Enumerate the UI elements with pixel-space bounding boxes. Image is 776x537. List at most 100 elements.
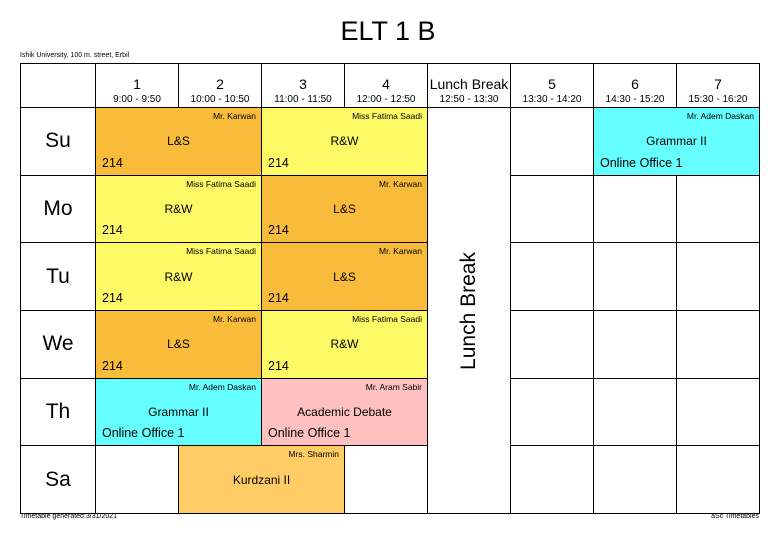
column-time: 10:00 - 10:50 — [190, 94, 250, 105]
lesson: Mr. Aram Sabir Academic Debate Online Offi… — [261, 377, 428, 447]
empty-slot — [676, 242, 760, 311]
column-header: Lunch Break 12:50 - 13:30 — [427, 63, 511, 108]
lunch-text: Lunch Break — [457, 251, 480, 370]
lesson: Miss Fatima Saadi R&W 214 — [95, 174, 262, 244]
lesson-room: 214 — [102, 223, 123, 238]
lesson-teacher: Miss Fatima Saadi — [186, 246, 256, 257]
lesson-room: 214 — [268, 223, 289, 238]
column-header: 1 9:00 - 9:50 — [95, 63, 179, 108]
column-label: 3 — [299, 76, 307, 92]
lesson-room: 214 — [102, 155, 123, 170]
column-time: 13:30 - 14:20 — [522, 94, 582, 105]
column-label: 2 — [216, 76, 224, 92]
column-time: 12:00 - 12:50 — [356, 94, 416, 105]
lesson-teacher: Miss Fatima Saadi — [352, 314, 422, 324]
lesson: Mr. Karwan L&S 214 — [95, 310, 262, 379]
empty-slot — [510, 310, 594, 379]
day-cell: Tu — [20, 242, 96, 311]
lesson-subject: R&W — [164, 201, 193, 216]
lesson-teacher: Mr. Karwan — [379, 178, 422, 189]
column-time: 9:00 - 9:50 — [113, 94, 161, 105]
lesson-teacher: Mr. Adem Daskan — [686, 111, 754, 121]
lesson-subject: Academic Debate — [297, 404, 392, 419]
lesson-teacher: Miss Fatima Saadi — [352, 111, 422, 121]
lesson-room: Online Office 1 — [268, 426, 351, 441]
lesson-teacher: Mr. Adem Daskan — [188, 381, 256, 392]
day-cell: Sa — [20, 445, 96, 514]
lesson-subject: Kurdzani II — [232, 472, 291, 487]
empty-slot — [510, 174, 594, 244]
lesson: Mr. Adem Daskan Grammar II Online Office 1 — [95, 377, 262, 447]
column-time: 12:50 - 13:30 — [439, 94, 499, 105]
empty-slot — [676, 445, 760, 514]
lesson-room: 214 — [268, 358, 289, 373]
column-label: 6 — [631, 76, 639, 92]
column-label: 5 — [548, 76, 556, 92]
column-label: Lunch Break — [429, 76, 509, 92]
column-header: 4 12:00 - 12:50 — [344, 63, 428, 108]
empty-slot — [593, 174, 677, 244]
column-time: 14:30 - 15:20 — [605, 94, 665, 105]
lesson-subject: R&W — [330, 337, 359, 352]
lesson-subject: L&S — [333, 201, 356, 216]
lesson-room: 214 — [102, 358, 123, 373]
lesson: Mr. Karwan L&S 214 — [261, 242, 428, 311]
lesson-subject: R&W — [330, 134, 359, 149]
lesson: Mr. Karwan L&S 214 — [95, 107, 262, 176]
empty-slot — [593, 377, 677, 447]
lesson: Mr. Karwan L&S 214 — [261, 174, 428, 244]
empty-slot — [676, 310, 760, 379]
empty-slot — [676, 377, 760, 447]
lesson: Miss Fatima Saadi R&W 214 — [261, 107, 428, 176]
lesson-room: 214 — [268, 155, 289, 170]
lesson-subject: Grammar II — [646, 134, 707, 149]
lesson-teacher: Mr. Karwan — [213, 111, 256, 121]
empty-slot — [593, 242, 677, 311]
lesson-room: 214 — [102, 290, 123, 305]
generated-note: Timetable generated:3/31/2021 — [20, 513, 118, 520]
empty-slot — [344, 445, 428, 514]
empty-slot — [510, 445, 594, 514]
empty-slot — [95, 445, 179, 514]
day-cell: Su — [20, 107, 96, 176]
column-time: 11:00 - 11:50 — [274, 94, 332, 105]
lesson-teacher: Miss Fatima Saadi — [186, 178, 256, 189]
lesson-subject: L&S — [333, 269, 356, 284]
column-header: 3 11:00 - 11:50 — [261, 63, 345, 108]
empty-slot — [676, 174, 760, 244]
day-cell: We — [20, 310, 96, 379]
empty-slot — [593, 310, 677, 379]
title: ELT 1 B — [340, 16, 436, 46]
lesson: Mr. Adem Daskan Grammar II Online Office 1 — [593, 107, 760, 176]
lesson-subject: R&W — [164, 269, 193, 284]
empty-slot — [593, 445, 677, 514]
column-header: 7 15:30 - 16:20 — [676, 63, 760, 108]
lesson-room: 214 — [268, 290, 289, 305]
lesson-teacher: Mr. Karwan — [213, 314, 256, 324]
lesson-subject: L&S — [167, 337, 190, 352]
column-label: 1 — [133, 76, 141, 92]
lunch-column: Lunch Break — [427, 107, 511, 514]
brand: aSc Timetables — [711, 513, 759, 520]
lesson-teacher: Mr. Aram Sabir — [365, 381, 422, 392]
column-label: 4 — [382, 76, 390, 92]
column-header: 5 13:30 - 14:20 — [510, 63, 594, 108]
column-header: 2 10:00 - 10:50 — [178, 63, 262, 108]
empty-slot — [510, 377, 594, 447]
column-time: 15:30 - 16:20 — [688, 94, 748, 105]
column-label: 7 — [714, 76, 722, 92]
lesson: Miss Fatima Saadi R&W 214 — [261, 310, 428, 379]
lesson-subject: L&S — [167, 134, 190, 149]
lesson: Miss Fatima Saadi R&W 214 — [95, 242, 262, 311]
column-header: 6 14:30 - 15:20 — [593, 63, 677, 108]
header-corner — [20, 63, 96, 108]
lesson-subject: Grammar II — [148, 404, 209, 419]
subtitle: Ishik University, 100 m. street, Erbil — [20, 52, 130, 59]
lesson: Mrs. Sharmin Kurdzani II — [178, 445, 345, 514]
empty-slot — [510, 107, 594, 176]
lesson-teacher: Mr. Karwan — [379, 246, 422, 257]
day-cell: Mo — [20, 174, 96, 244]
lesson-room: Online Office 1 — [600, 155, 683, 170]
lesson-teacher: Mrs. Sharmin — [288, 449, 339, 460]
